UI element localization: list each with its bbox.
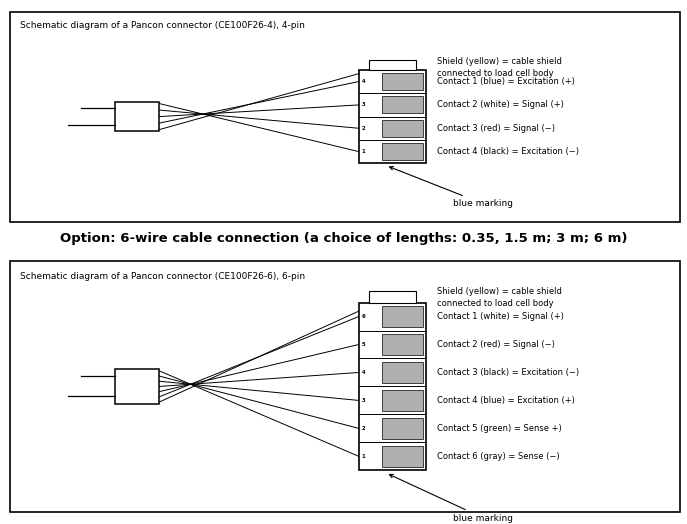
Text: Contact 5 (green) = Sense +): Contact 5 (green) = Sense +) [436, 424, 561, 433]
Text: 1: 1 [361, 149, 365, 154]
Bar [383, 334, 423, 355]
Text: blue marking: blue marking [390, 167, 513, 209]
Text: Schematic diagram of a Pancon connector (CE100F26-6), 6-pin: Schematic diagram of a Pancon connector … [21, 272, 306, 281]
Text: Shield (yellow) = cable shield
connected to load cell body: Shield (yellow) = cable shield connected… [436, 287, 561, 308]
Bar [383, 307, 423, 327]
Text: 2: 2 [361, 126, 365, 131]
Text: 4: 4 [361, 79, 365, 84]
Text: Contact 6 (gray) = Sense (−): Contact 6 (gray) = Sense (−) [436, 452, 559, 461]
Text: 1: 1 [361, 454, 365, 459]
Bar [383, 143, 423, 160]
Text: 4: 4 [361, 370, 365, 375]
Text: Contact 4 (blue) = Excitation (+): Contact 4 (blue) = Excitation (+) [436, 396, 574, 405]
Text: blue marking: blue marking [390, 474, 513, 522]
Text: 3: 3 [361, 398, 365, 403]
Text: Option: 6-wire cable connection (a choice of lengths: 0.35, 1.5 m; 3 m; 6 m): Option: 6-wire cable connection (a choic… [60, 232, 627, 245]
Text: Contact 2 (red) = Signal (−): Contact 2 (red) = Signal (−) [436, 340, 554, 349]
Bar [383, 362, 423, 383]
Text: Contact 1 (blue) = Excitation (+): Contact 1 (blue) = Excitation (+) [436, 77, 574, 86]
Bar [359, 70, 427, 163]
Text: Contact 4 (black) = Excitation (−): Contact 4 (black) = Excitation (−) [436, 147, 578, 156]
Text: Contact 3 (red) = Signal (−): Contact 3 (red) = Signal (−) [436, 124, 554, 133]
Bar [383, 446, 423, 466]
Text: 2: 2 [361, 426, 365, 431]
Bar [383, 73, 423, 90]
Text: Contact 1 (white) = Signal (+): Contact 1 (white) = Signal (+) [436, 312, 563, 321]
Bar [383, 120, 423, 137]
Text: 5: 5 [361, 342, 365, 347]
Bar [383, 418, 423, 439]
Text: 3: 3 [361, 102, 365, 107]
Bar [359, 302, 427, 471]
Text: Contact 3 (black) = Excitation (−): Contact 3 (black) = Excitation (−) [436, 368, 578, 377]
Bar [369, 60, 416, 70]
Text: Schematic diagram of a Pancon connector (CE100F26-4), 4-pin: Schematic diagram of a Pancon connector … [21, 21, 305, 30]
Bar [369, 291, 416, 302]
Text: 6: 6 [361, 314, 365, 319]
Bar [115, 102, 159, 132]
Text: Contact 2 (white) = Signal (+): Contact 2 (white) = Signal (+) [436, 101, 563, 110]
Bar [383, 390, 423, 411]
Bar [115, 369, 159, 404]
Text: Shield (yellow) = cable shield
connected to load cell body: Shield (yellow) = cable shield connected… [436, 57, 561, 78]
Bar [383, 96, 423, 113]
